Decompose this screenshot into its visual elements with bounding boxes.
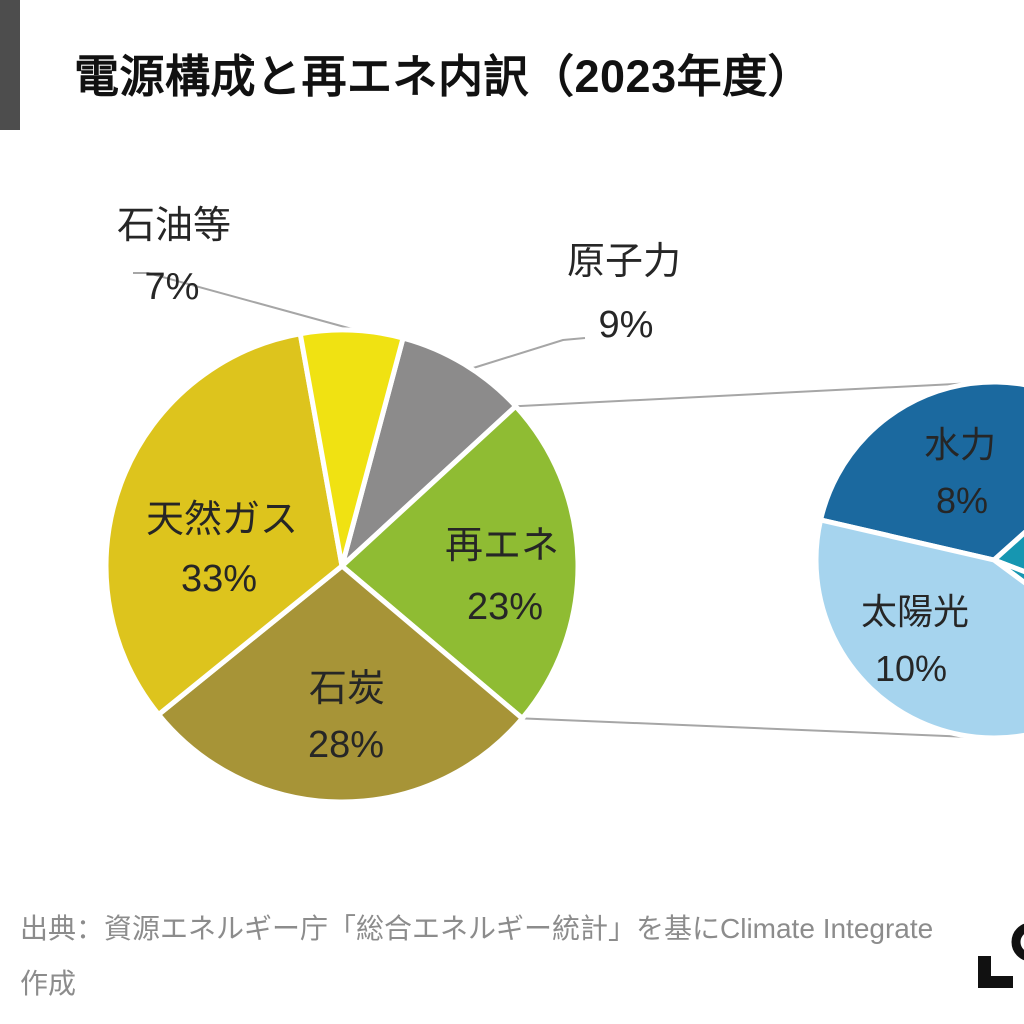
logo-c-arc <box>1011 923 1024 961</box>
pie-slice-石油等 <box>297 327 406 569</box>
pie-slice-太陽光 <box>813 517 1024 741</box>
pie-slice-天然ガス <box>103 331 345 718</box>
leader-lines <box>133 272 586 370</box>
pie-link-line-bottom <box>522 717 995 739</box>
pie-slice-石炭 <box>156 563 525 805</box>
connector-lines <box>515 381 995 739</box>
source-line-1: 出典：資源エネルギー庁「総合エネルギー統計」を基にClimate Integra… <box>20 913 934 944</box>
pie-slice-再エネ <box>339 403 581 721</box>
source-line-2: 作成 <box>20 967 77 999</box>
main-pie <box>103 327 581 805</box>
secondary-pie <box>813 379 1024 741</box>
source-note: 出典：資源エネルギー庁「総合エネルギー統計」を基にClimate Integra… <box>20 902 980 1011</box>
leader-line-nuclear <box>469 337 586 370</box>
pie-slice-原子力 <box>339 335 519 569</box>
pie-link-line-top <box>515 381 995 408</box>
leader-line-oil <box>133 272 364 333</box>
logo-l-shape <box>978 956 1013 988</box>
pie-slice-水力 <box>818 379 1024 563</box>
chart-title: 電源構成と再エネ内訳（2023年度） <box>74 51 814 102</box>
climate-integrate-logo-partial <box>978 923 1024 988</box>
accent-bar <box>0 0 20 130</box>
